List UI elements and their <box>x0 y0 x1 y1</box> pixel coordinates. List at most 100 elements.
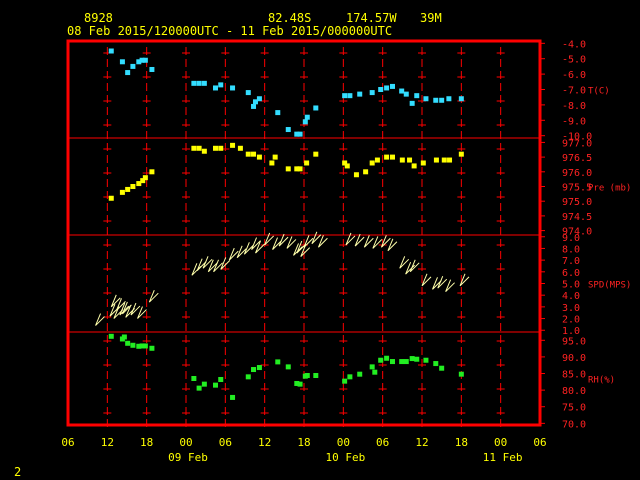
panel-label-wind: SPD(MPS) <box>588 281 631 291</box>
wind-arrow <box>399 256 410 269</box>
temperature-point <box>108 48 114 54</box>
temperature-point <box>302 119 308 125</box>
temperature-point <box>275 110 281 116</box>
wind-arrow <box>207 259 218 273</box>
x-tick-label: 06 <box>61 436 74 449</box>
humidity-point <box>372 369 378 375</box>
temperature-point <box>196 80 202 86</box>
humidity-point <box>285 364 291 370</box>
wind-arrow <box>196 258 207 271</box>
pressure-point <box>304 160 310 166</box>
wind-arrow <box>345 232 356 246</box>
pressure-point <box>447 157 453 163</box>
y-tick-label: 976.5 <box>562 153 592 164</box>
wind-arrow <box>421 273 432 287</box>
temperature-point <box>423 96 429 102</box>
time-range: 08 Feb 2015/120000UTC - 11 Feb 2015/0000… <box>67 24 393 38</box>
wind-arrow <box>286 236 297 249</box>
temperature-point <box>446 96 452 102</box>
temperature-point <box>119 59 125 65</box>
temperature-point <box>304 114 310 120</box>
temperature-point <box>294 131 300 137</box>
x-tick-label: 18 <box>297 436 310 449</box>
y-tick-label: 9.0 <box>562 233 580 244</box>
wind-arrow <box>311 231 322 245</box>
pressure-point <box>407 157 413 163</box>
x-tick-label: 12 <box>101 436 114 449</box>
pressure-point <box>420 160 426 166</box>
y-tick-label: 975.5 <box>562 183 592 194</box>
wind-arrow <box>95 313 105 326</box>
y-tick-label: -5.0 <box>562 55 586 66</box>
humidity-point <box>201 381 207 387</box>
humidity-point <box>403 359 409 365</box>
y-tick-label: 7.0 <box>562 256 580 267</box>
humidity-point <box>347 374 353 380</box>
pressure-point <box>363 169 369 175</box>
pressure-point <box>140 178 146 184</box>
temperature-point <box>256 96 262 102</box>
y-tick-label: 4.0 <box>562 291 580 302</box>
pressure-point <box>353 172 359 178</box>
humidity-point <box>458 371 464 377</box>
wind-arrow <box>380 235 391 248</box>
wind-arrow <box>137 306 147 319</box>
temperature-point <box>357 91 363 97</box>
temperature-point <box>378 87 384 92</box>
humidity-point <box>409 356 415 362</box>
pressure-point <box>399 157 405 163</box>
humidity-point <box>130 342 136 348</box>
y-tick-label: -7.0 <box>562 86 586 97</box>
y-tick-label: 977.0 <box>562 138 592 149</box>
temperature-point <box>285 127 291 133</box>
y-tick-label: 75.0 <box>562 403 586 414</box>
y-tick-label: -4.0 <box>562 39 586 50</box>
y-tick-label: 85.0 <box>562 370 586 381</box>
date-label: 09 Feb <box>168 451 208 464</box>
pressure-point <box>297 166 303 172</box>
pressure-point <box>142 175 148 181</box>
wind-arrow <box>116 298 126 311</box>
humidity-point <box>251 367 257 373</box>
wind-arrow <box>303 235 314 248</box>
wind-arrow <box>437 275 448 289</box>
pressure-point <box>256 154 262 160</box>
pressure-point <box>230 142 236 148</box>
humidity-point <box>369 364 375 370</box>
x-tick-label: 12 <box>258 436 271 449</box>
humidity-point <box>136 343 142 349</box>
pressure-point <box>237 145 243 151</box>
x-tick-label: 00 <box>179 436 192 449</box>
wind-arrow <box>317 235 328 248</box>
humidity-point <box>213 382 218 388</box>
wind-arrow <box>251 237 261 250</box>
x-tick-label: 00 <box>494 436 507 449</box>
wind-arrow <box>363 235 374 248</box>
humidity-point <box>125 340 131 346</box>
pressure-point <box>218 145 224 151</box>
humidity-point <box>108 333 114 339</box>
y-tick-label: 8.0 <box>562 244 580 255</box>
wind-arrow <box>272 237 282 250</box>
panel-label-pressure: Pre (mb) <box>588 184 631 194</box>
station-latitude: 82.48S <box>268 11 312 25</box>
temperature-point <box>218 82 224 88</box>
temperature-point <box>142 57 148 63</box>
y-tick-label: 80.0 <box>562 386 586 397</box>
temperature-point <box>414 93 420 99</box>
wind-arrow <box>220 257 231 270</box>
pressure-point <box>130 184 136 189</box>
station-elevation: 39M <box>420 11 442 25</box>
pressure-point <box>369 160 375 166</box>
humidity-point <box>149 345 155 351</box>
wind-arrow <box>372 236 383 249</box>
temperature-point <box>230 85 236 91</box>
x-tick-label: 06 <box>376 436 389 449</box>
y-tick-label: 3.0 <box>562 303 580 314</box>
pressure-point <box>272 154 278 160</box>
temperature-point <box>403 91 409 97</box>
pressure-point <box>245 151 251 157</box>
temperature-point <box>390 83 395 89</box>
temperature-point <box>342 93 348 99</box>
humidity-point <box>297 381 303 387</box>
